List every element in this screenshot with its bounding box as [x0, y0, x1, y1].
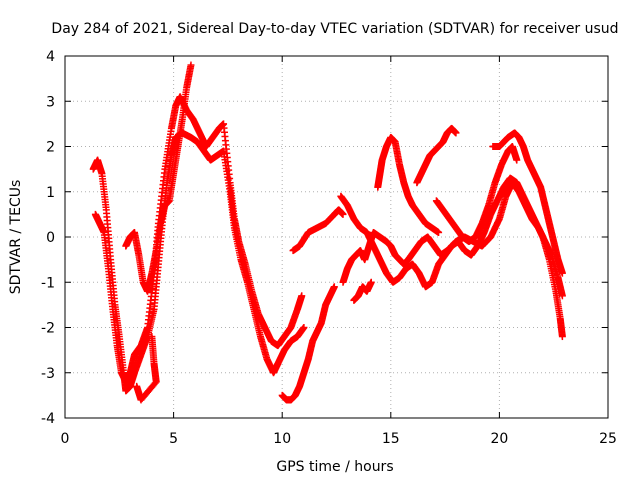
x-axis-label: GPS time / hours — [276, 459, 393, 475]
gridlines — [65, 56, 608, 418]
x-tick-label: 25 — [599, 431, 617, 447]
x-tick-label: 5 — [169, 431, 178, 447]
y-tick-labels: -4 -3 -2 -1 0 1 2 3 4 — [41, 49, 55, 427]
y-tick-label: 3 — [46, 94, 55, 110]
data-points — [89, 61, 566, 404]
y-tick-label: 1 — [46, 185, 55, 201]
x-tick-label: 15 — [382, 431, 400, 447]
data-point-marker — [133, 382, 141, 390]
data-point-marker — [558, 292, 566, 300]
data-point-marker — [339, 210, 347, 218]
y-tick-label: -4 — [41, 411, 55, 427]
x-tick-labels: 0 5 10 15 20 25 — [61, 431, 617, 447]
axis-ticks — [64, 55, 609, 419]
chart-title: Day 284 of 2021, Sidereal Day-to-day VTE… — [51, 21, 618, 37]
data-point-marker — [298, 292, 306, 300]
y-tick-label: -2 — [41, 321, 55, 337]
data-point-marker — [187, 61, 195, 69]
data-point-marker — [330, 283, 338, 291]
y-tick-label: 0 — [46, 230, 55, 246]
y-tick-label: -3 — [41, 366, 55, 382]
data-point-marker — [300, 324, 308, 331]
x-tick-label: 0 — [61, 431, 70, 447]
x-tick-label: 10 — [273, 431, 291, 447]
y-axis-label: SDTVAR / TECUs — [8, 180, 24, 295]
x-tick-label: 20 — [490, 431, 508, 447]
y-tick-label: 2 — [46, 140, 55, 156]
y-tick-label: -1 — [41, 275, 55, 291]
y-tick-label: 4 — [46, 49, 55, 65]
plot-frame — [64, 55, 609, 419]
